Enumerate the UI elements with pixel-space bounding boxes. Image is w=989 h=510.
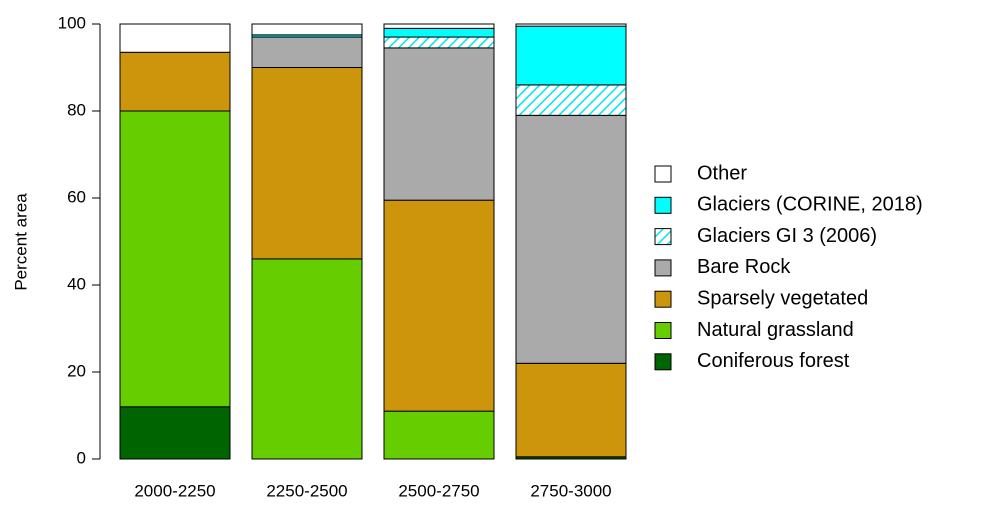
- legend-label: Coniferous forest: [697, 350, 850, 372]
- bar-segment: [515, 114, 627, 364]
- legend-label: Natural grassland: [697, 319, 854, 341]
- bar-segment: [251, 258, 363, 460]
- legend-label: Bare Rock: [697, 256, 791, 278]
- y-tick-label: 80: [67, 100, 86, 119]
- legend-swatch: [654, 196, 672, 214]
- bar-segment: [383, 47, 495, 201]
- bar-segment: [119, 51, 231, 112]
- legend-label: Glaciers GI 3 (2006): [697, 225, 877, 247]
- bar-segment: [383, 410, 495, 460]
- bar-segment: [119, 110, 231, 408]
- bar-segment: [119, 23, 231, 53]
- y-tick-label: 0: [77, 448, 86, 467]
- legend-label: Other: [697, 162, 747, 184]
- legend-swatch: [654, 290, 672, 308]
- legend-swatch: [654, 353, 672, 371]
- legend-swatch: [654, 322, 672, 339]
- x-tick-label: 2500-2750: [398, 481, 479, 500]
- x-tick-label: 2000-2250: [134, 481, 215, 500]
- y-axis-label: Percent area: [11, 193, 30, 291]
- bar-segment: [515, 362, 627, 458]
- legend-swatch: [654, 228, 672, 246]
- legend-label: Sparsely vegetated: [697, 287, 868, 309]
- bar-segment: [119, 406, 231, 460]
- bar-segment: [383, 36, 495, 49]
- bar-segment: [515, 84, 627, 116]
- legend-swatch: [654, 165, 672, 183]
- legend-swatch: [654, 259, 672, 277]
- bar-segment: [515, 25, 627, 86]
- bar-segment: [383, 23, 495, 29]
- bar-segment: [383, 27, 495, 38]
- y-tick-label: 40: [67, 274, 86, 293]
- y-tick-label: 60: [67, 187, 86, 206]
- bar-segment: [515, 23, 627, 27]
- legend-label: Glaciers (CORINE, 2018): [697, 194, 923, 216]
- bar-segment: [251, 23, 363, 36]
- x-tick-label: 2750-3000: [530, 481, 611, 500]
- bar-segment: [383, 199, 495, 412]
- x-tick-label: 2250-2500: [266, 481, 347, 500]
- y-tick-label: 100: [58, 13, 86, 32]
- y-tick-label: 20: [67, 361, 86, 380]
- bar-segment: [251, 36, 363, 68]
- bar-segment: [251, 67, 363, 260]
